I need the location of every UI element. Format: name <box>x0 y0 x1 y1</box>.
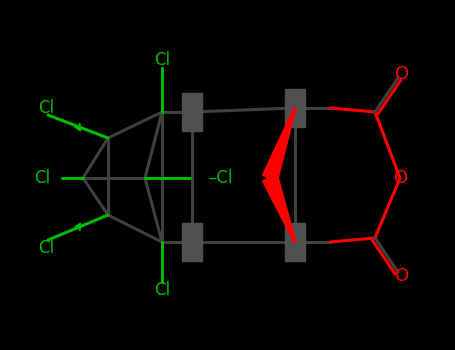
Text: Cl: Cl <box>154 51 170 69</box>
Polygon shape <box>263 108 296 181</box>
Text: O: O <box>395 267 409 285</box>
Text: O: O <box>265 171 279 189</box>
Text: O: O <box>394 169 408 187</box>
Bar <box>285 89 305 127</box>
Text: –Cl: –Cl <box>208 169 233 187</box>
Text: Cl: Cl <box>34 169 50 187</box>
Polygon shape <box>263 175 296 242</box>
Text: Cl: Cl <box>38 239 54 257</box>
Bar <box>285 223 305 261</box>
Bar <box>182 223 202 261</box>
Text: O: O <box>395 65 409 83</box>
Text: –: – <box>60 169 68 187</box>
Bar <box>182 93 202 131</box>
Text: Cl: Cl <box>38 99 54 117</box>
Text: Cl: Cl <box>154 281 170 299</box>
